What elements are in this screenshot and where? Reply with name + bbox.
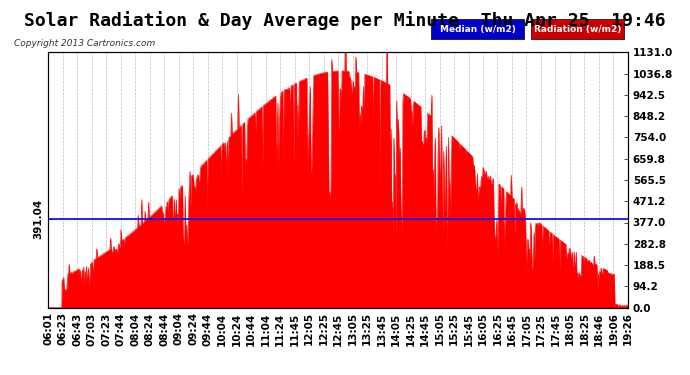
Text: Median (w/m2): Median (w/m2) (440, 25, 515, 34)
Text: Solar Radiation & Day Average per Minute  Thu Apr 25  19:46: Solar Radiation & Day Average per Minute… (24, 11, 666, 30)
FancyBboxPatch shape (431, 19, 524, 39)
Text: Radiation (w/m2): Radiation (w/m2) (534, 25, 622, 34)
Text: Copyright 2013 Cartronics.com: Copyright 2013 Cartronics.com (14, 39, 155, 48)
FancyBboxPatch shape (531, 19, 624, 39)
